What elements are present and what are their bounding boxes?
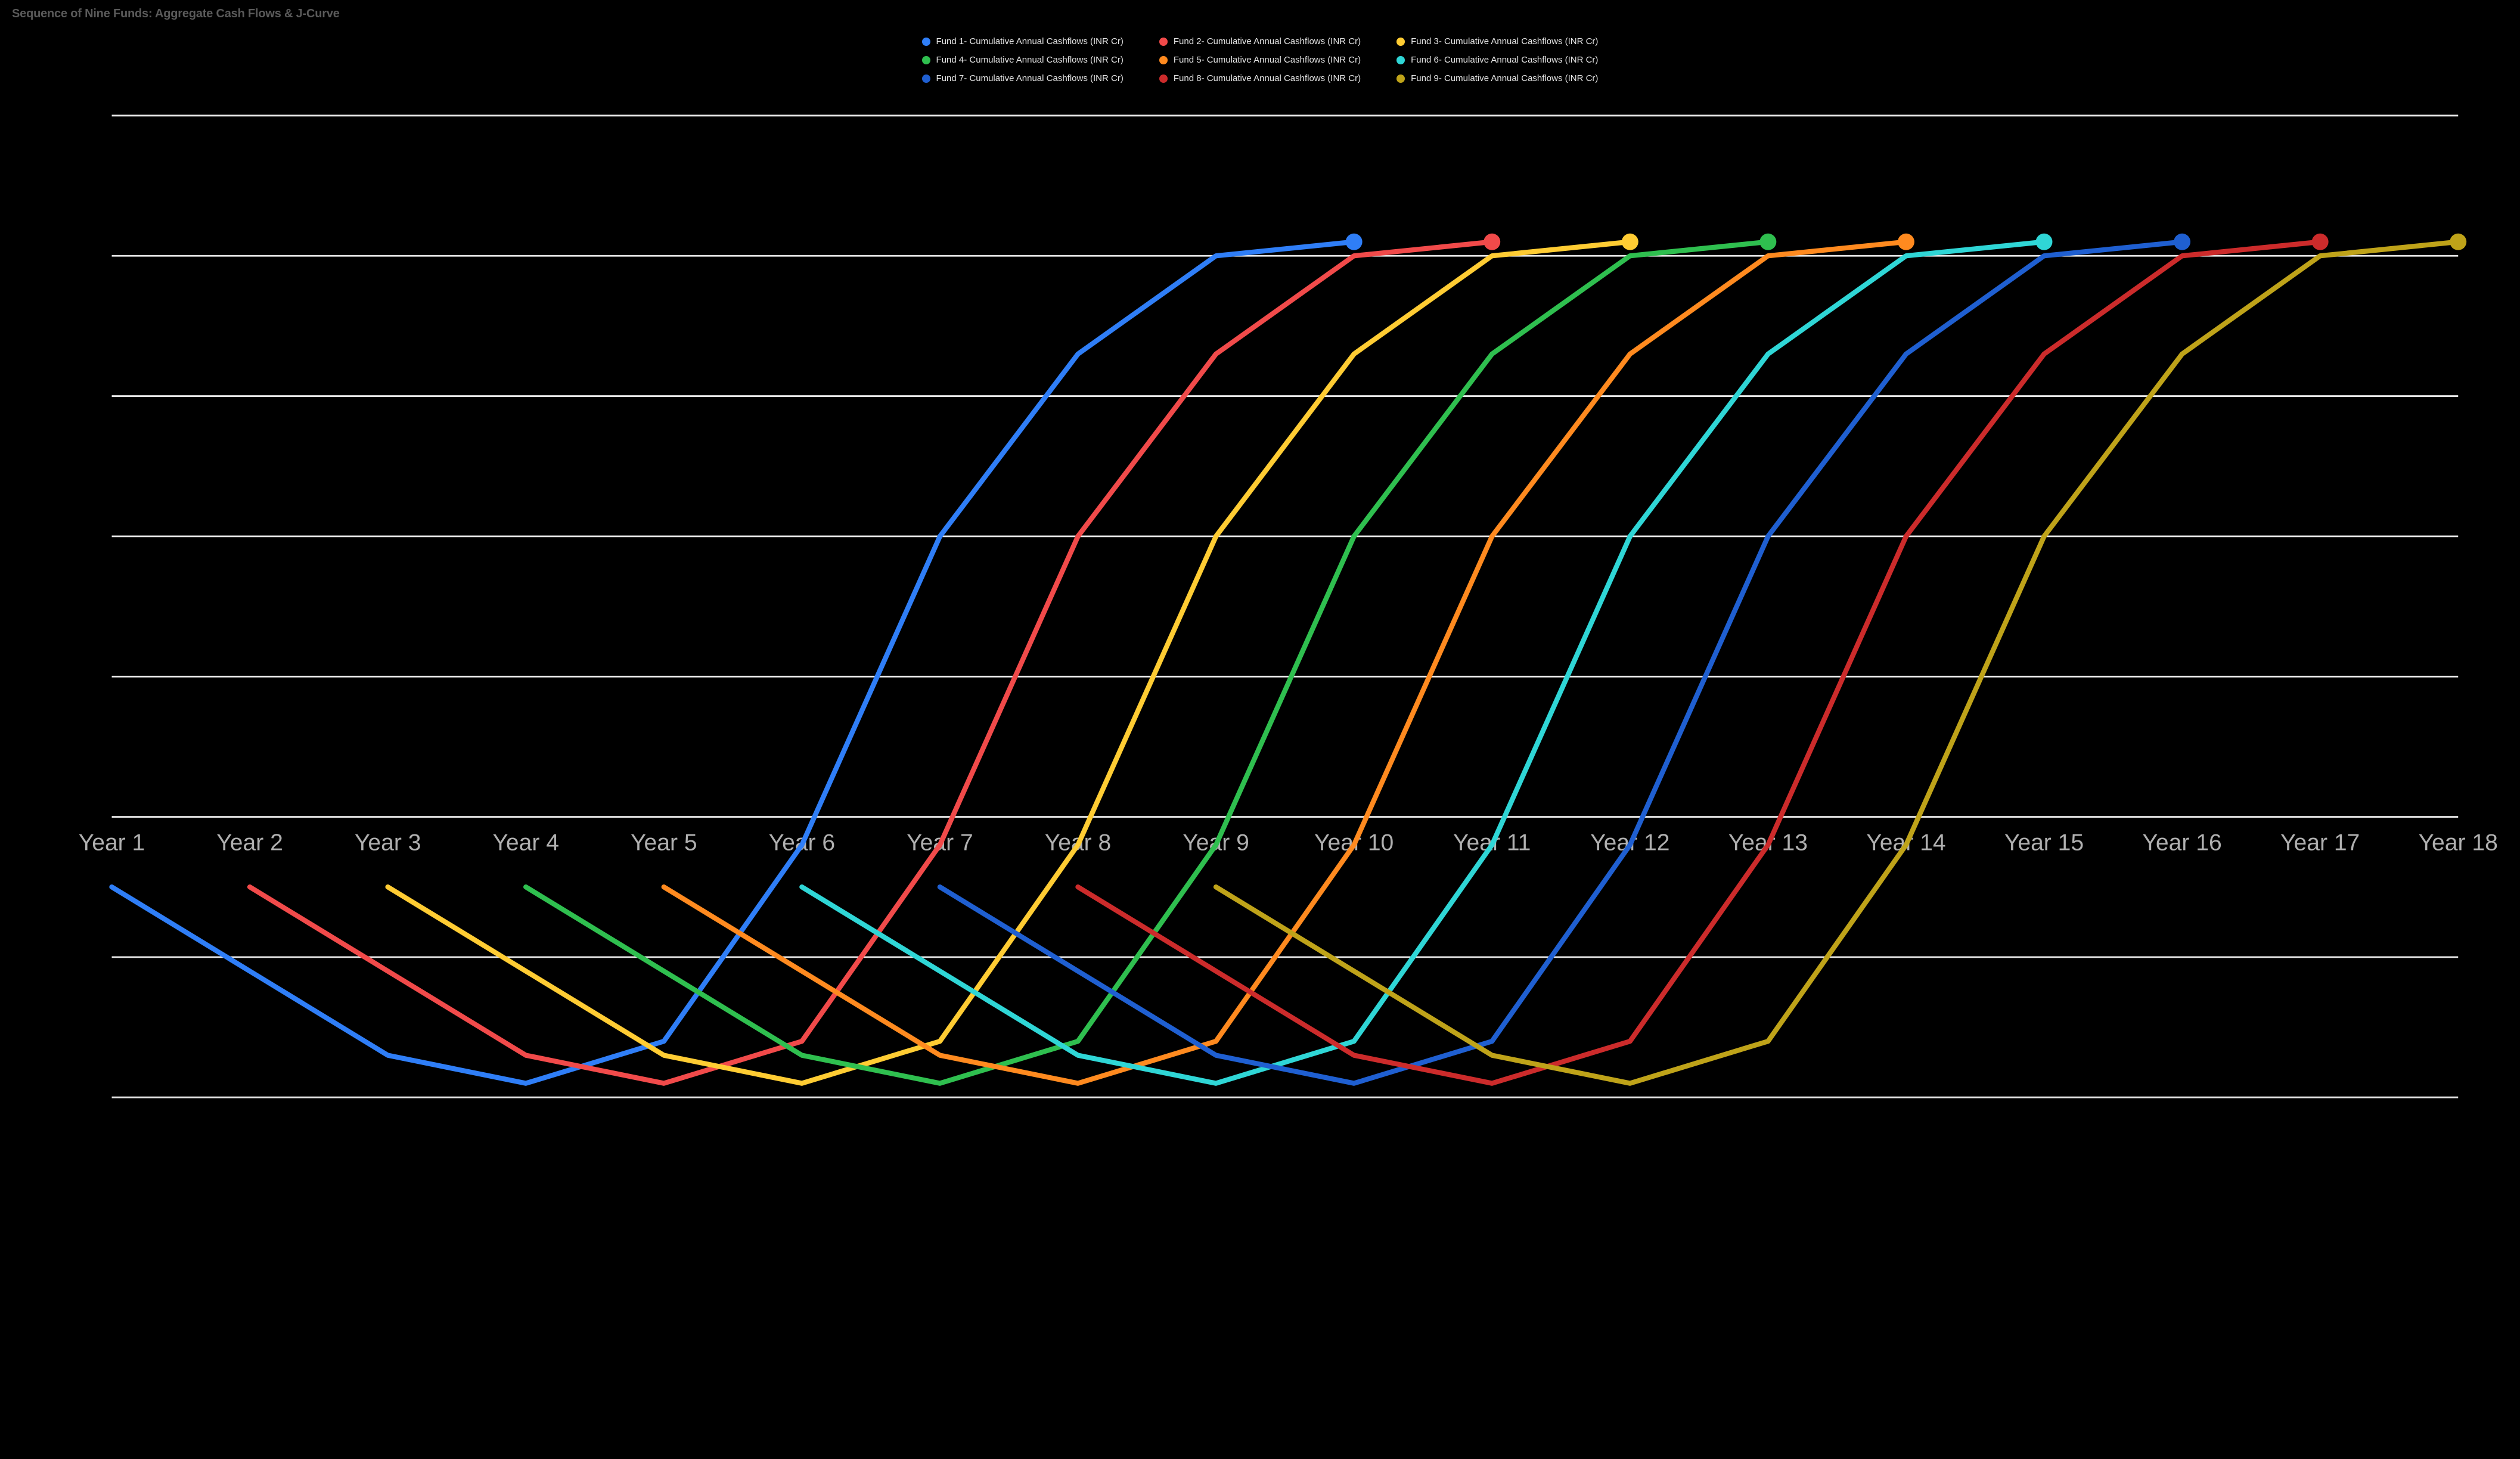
legend-label: Fund 5- Cumulative Annual Cashflows (INR… (1174, 55, 1361, 65)
chart-legend: Fund 1- Cumulative Annual Cashflows (INR… (12, 36, 2508, 83)
legend-label: Fund 3- Cumulative Annual Cashflows (INR… (1411, 36, 1598, 46)
series-marker (2450, 234, 2466, 250)
legend-swatch (1396, 74, 1405, 83)
legend-label: Fund 9- Cumulative Annual Cashflows (INR… (1411, 73, 1598, 83)
series-marker (1484, 234, 1500, 250)
legend-item[interactable]: Fund 7- Cumulative Annual Cashflows (INR… (922, 73, 1124, 83)
x-axis-label: Year 18 (2419, 830, 2498, 855)
x-axis-label: Year 2 (216, 830, 283, 855)
legend-swatch (922, 74, 930, 83)
x-axis-label: Year 16 (2142, 830, 2221, 855)
legend-item[interactable]: Fund 6- Cumulative Annual Cashflows (INR… (1396, 55, 1598, 65)
legend-label: Fund 4- Cumulative Annual Cashflows (INR… (936, 55, 1124, 65)
x-axis-label: Year 1 (79, 830, 145, 855)
plot-area: Year 1Year 2Year 3Year 4Year 5Year 6Year… (12, 99, 2508, 1147)
series-marker (1898, 234, 1914, 250)
legend-item[interactable]: Fund 9- Cumulative Annual Cashflows (INR… (1396, 73, 1598, 83)
series-marker (1622, 234, 1638, 250)
legend-item[interactable]: Fund 2- Cumulative Annual Cashflows (INR… (1159, 36, 1361, 46)
legend-label: Fund 2- Cumulative Annual Cashflows (INR… (1174, 36, 1361, 46)
series-marker (1759, 234, 1776, 250)
legend-swatch (1396, 56, 1405, 64)
legend-swatch (922, 38, 930, 46)
legend-item[interactable]: Fund 1- Cumulative Annual Cashflows (INR… (922, 36, 1124, 46)
x-axis-label: Year 4 (492, 830, 559, 855)
legend-label: Fund 7- Cumulative Annual Cashflows (INR… (936, 73, 1124, 83)
series-marker (2174, 234, 2190, 250)
chart-svg: Year 1Year 2Year 3Year 4Year 5Year 6Year… (12, 99, 2508, 1147)
x-axis-labels: Year 1Year 2Year 3Year 4Year 5Year 6Year… (79, 830, 2498, 855)
legend-swatch (1159, 38, 1168, 46)
legend-swatch (922, 56, 930, 64)
legend-label: Fund 1- Cumulative Annual Cashflows (INR… (936, 36, 1124, 46)
legend-item[interactable]: Fund 4- Cumulative Annual Cashflows (INR… (922, 55, 1124, 65)
chart-container: Sequence of Nine Funds: Aggregate Cash F… (0, 0, 2520, 1159)
series-marker (2036, 234, 2053, 250)
x-axis-label: Year 5 (631, 830, 697, 855)
x-axis-label: Year 15 (2004, 830, 2084, 855)
x-axis-label: Year 17 (2280, 830, 2360, 855)
legend-label: Fund 8- Cumulative Annual Cashflows (INR… (1174, 73, 1361, 83)
series-marker (1346, 234, 1363, 250)
series-group (112, 234, 2467, 1084)
chart-title: Sequence of Nine Funds: Aggregate Cash F… (12, 7, 2508, 21)
legend-label: Fund 6- Cumulative Annual Cashflows (INR… (1411, 55, 1598, 65)
legend-item[interactable]: Fund 3- Cumulative Annual Cashflows (INR… (1396, 36, 1598, 46)
series-marker (2312, 234, 2329, 250)
legend-swatch (1396, 38, 1405, 46)
legend-swatch (1159, 74, 1168, 83)
gridlines (112, 116, 2459, 1097)
legend-item[interactable]: Fund 5- Cumulative Annual Cashflows (INR… (1159, 55, 1361, 65)
legend-swatch (1159, 56, 1168, 64)
x-axis-label: Year 3 (355, 830, 421, 855)
legend-item[interactable]: Fund 8- Cumulative Annual Cashflows (INR… (1159, 73, 1361, 83)
